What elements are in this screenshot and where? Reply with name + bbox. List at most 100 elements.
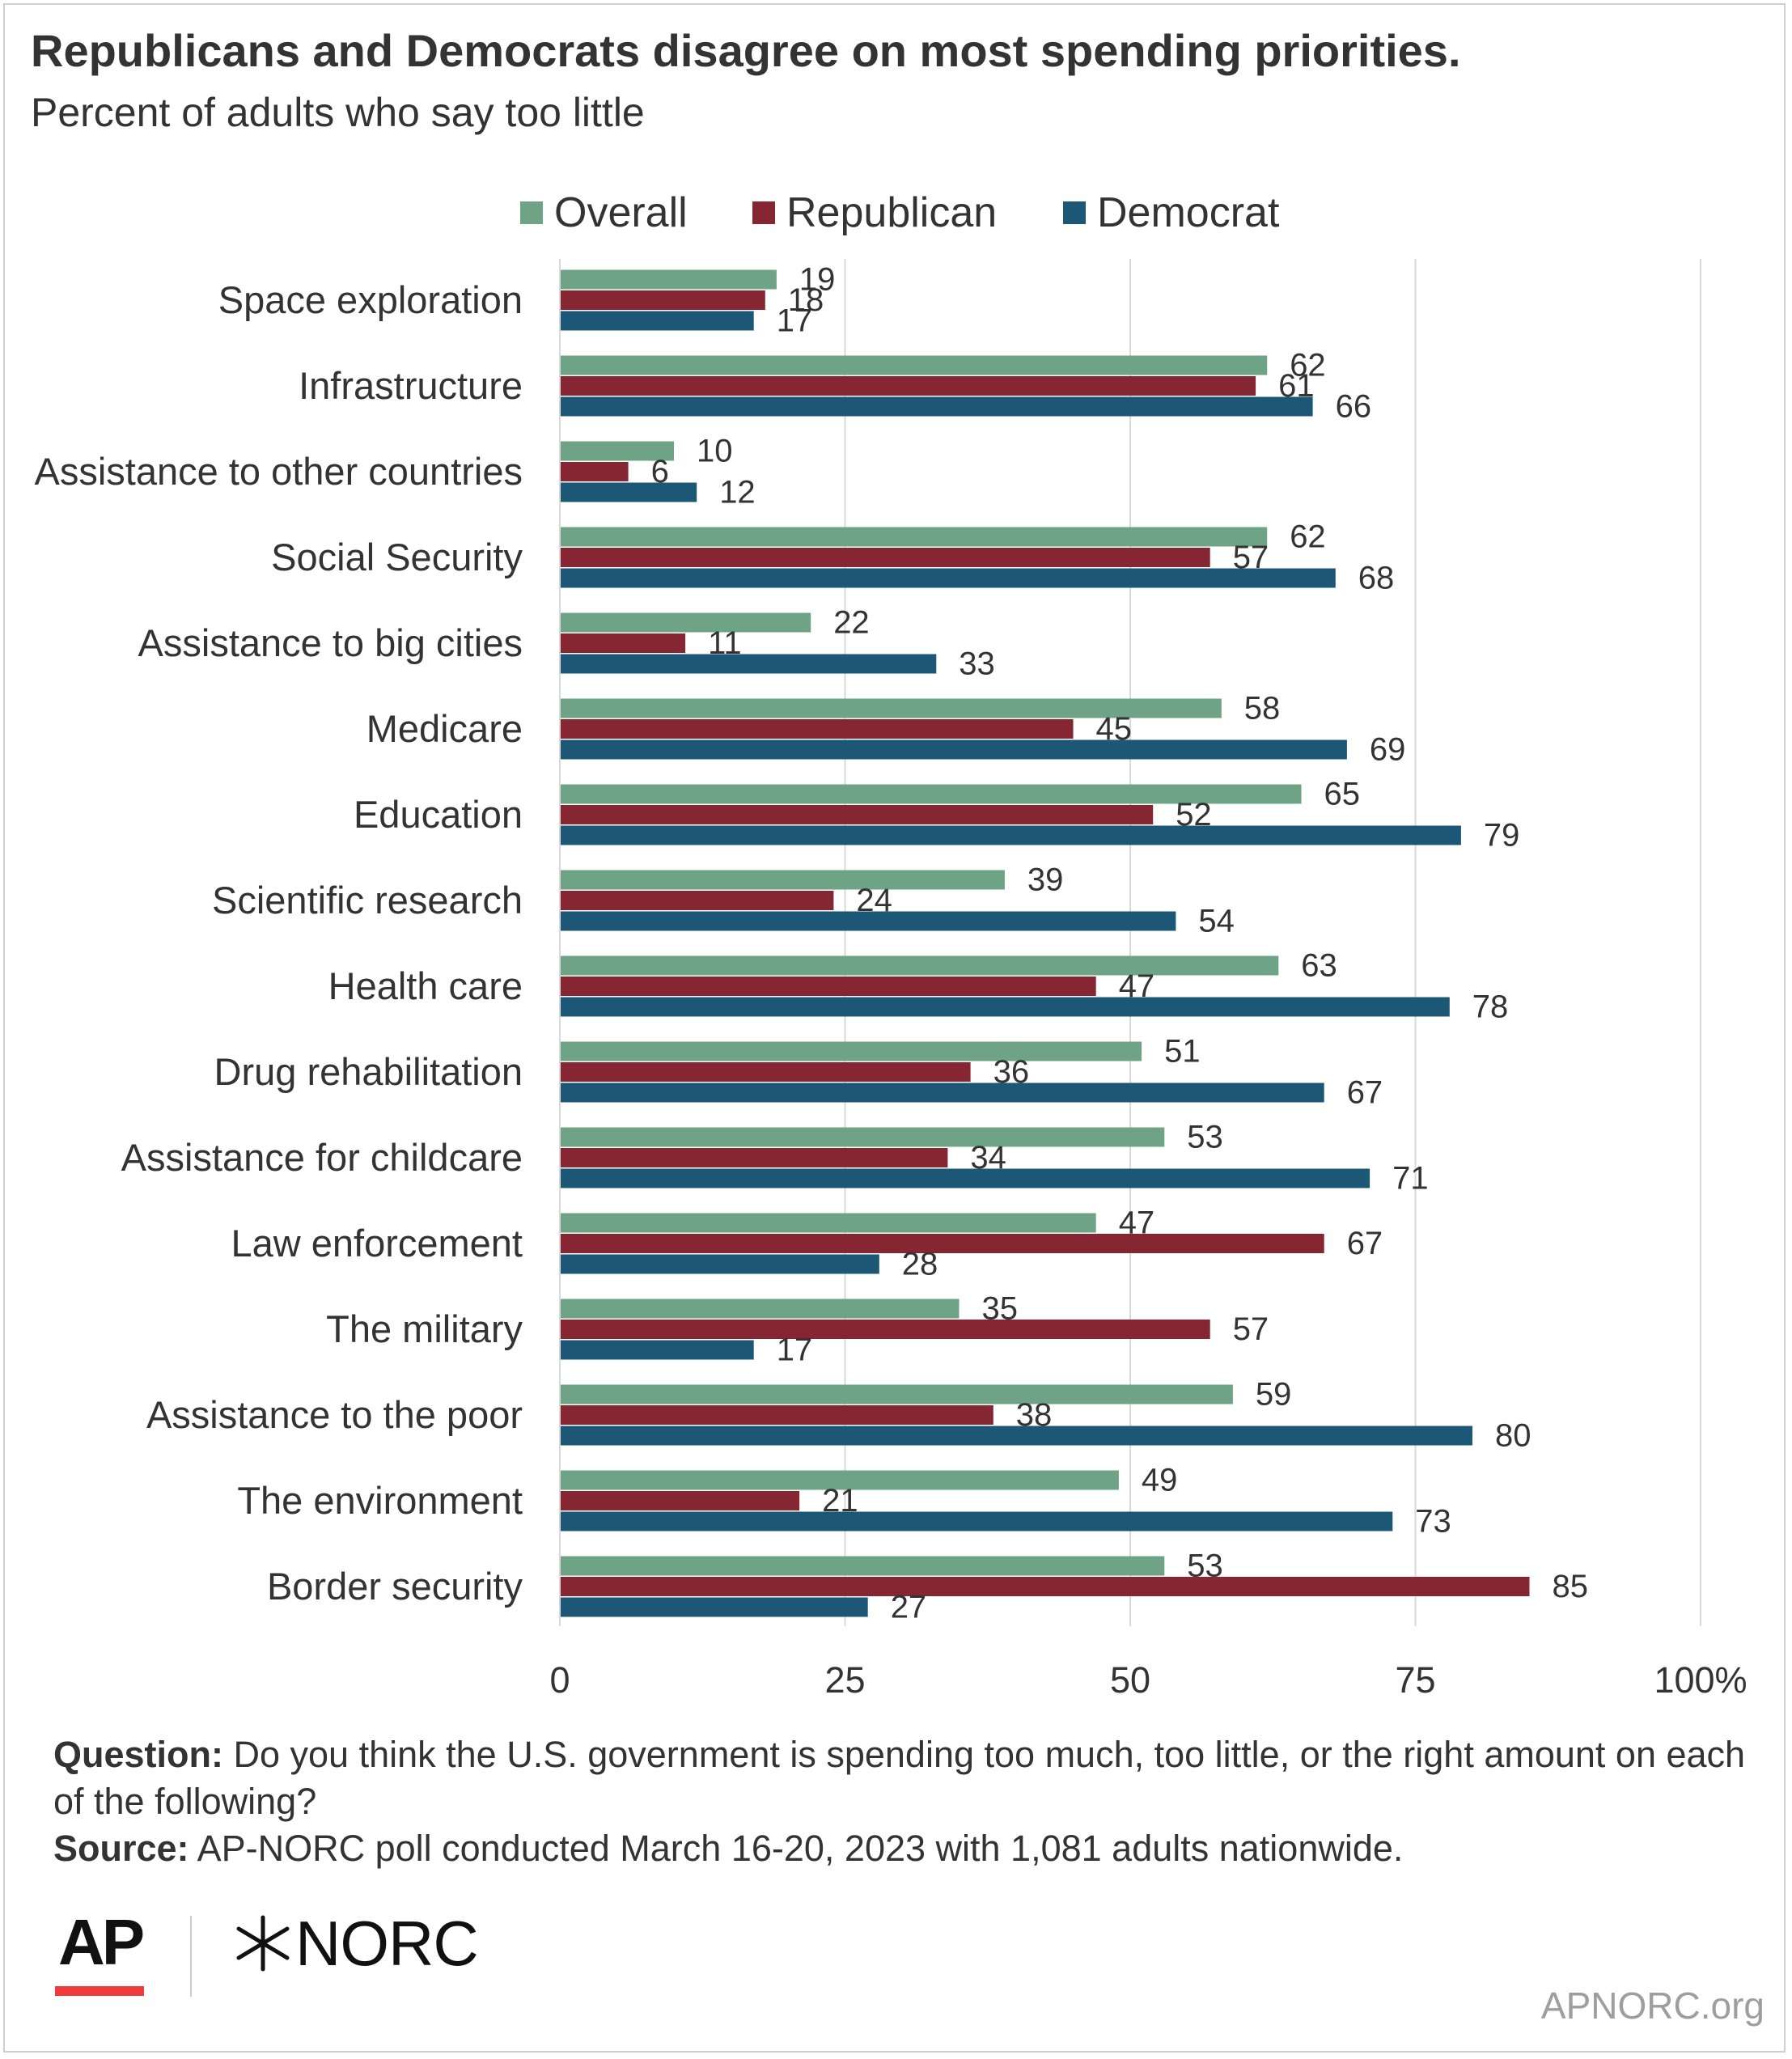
bar [560,269,777,290]
footnote: Question: Do you think the U.S. governme… [53,1731,1752,1872]
source-label: Source: [53,1828,189,1869]
data-label: 79 [1484,818,1520,854]
bar [560,355,1268,375]
x-tick-label: 50 [1110,1659,1150,1701]
data-label: 54 [1198,904,1235,939]
bar [560,739,1347,760]
category-label: Space exploration [218,278,523,321]
bar [560,805,1154,824]
data-label: 39 [1027,862,1064,898]
bar [560,1127,1165,1147]
bar [560,376,1256,396]
data-label: 57 [1233,1311,1269,1347]
logo-divider [190,1916,192,1997]
category-label: Scientific research [212,879,523,921]
bar [560,1234,1324,1253]
bar [560,911,1176,931]
bar [560,1577,1530,1596]
bar [560,548,1210,567]
category-label: Infrastructure [299,364,523,407]
legend-item-democrat: Democrat [1063,184,1279,241]
category-label: Health care [328,964,523,1007]
x-tick-label: 25 [824,1659,865,1701]
x-tick-label: 100% [1654,1659,1747,1701]
bar [560,1213,1096,1233]
legend-item-republican: Republican [752,184,997,241]
bar [560,612,811,633]
bar [560,1168,1370,1188]
bar [560,1384,1233,1404]
data-label: 28 [902,1247,938,1282]
data-label: 58 [1244,691,1281,727]
bar [560,1148,948,1167]
category-label: Assistance to other countries [35,450,523,493]
bar [560,1491,800,1510]
data-label: 65 [1324,777,1361,812]
data-label: 62 [1290,519,1326,555]
norc-logo: NORC [231,1907,479,1980]
legend: Overall Republican Democrat [0,184,1792,241]
data-label: 62 [1290,348,1326,383]
data-label: 85 [1553,1569,1589,1604]
category-label: Medicare [366,707,523,750]
chart-subtitle: Percent of adults who say too little [31,90,645,135]
bar [560,977,1096,996]
bar [560,527,1268,547]
bar [560,1082,1324,1103]
category-label: Drug rehabilitation [214,1050,523,1093]
bar [560,1511,1393,1532]
category-label: Border security [267,1565,523,1608]
data-label: 53 [1187,1120,1223,1155]
bar [560,1405,993,1425]
norc-star-icon [236,1915,290,1972]
data-label: 27 [891,1590,927,1625]
bar [560,1597,868,1617]
bar [560,1426,1472,1446]
data-label: 33 [959,646,995,682]
bar [560,1340,754,1360]
bar [560,1299,960,1319]
x-tick-label: 75 [1395,1659,1435,1701]
bar [560,1041,1142,1061]
data-label: 59 [1256,1377,1292,1413]
category-label: Law enforcement [231,1222,523,1265]
bar [560,1556,1165,1576]
data-label: 78 [1472,989,1509,1025]
category-label: Assistance to big cities [138,621,523,664]
data-label: 68 [1358,561,1395,596]
bar [560,825,1461,845]
category-label: The environment [237,1479,523,1522]
legend-label-republican: Republican [786,189,998,236]
data-label: 12 [719,475,756,511]
bar [560,396,1313,417]
bar [560,719,1074,739]
legend-swatch-democrat [1063,201,1086,224]
chart-frame [3,3,1786,2053]
category-label: The military [326,1307,523,1350]
legend-swatch-republican [752,201,775,224]
source-text: AP-NORC poll conducted March 16-20, 2023… [189,1828,1404,1869]
data-label: 10 [697,434,733,469]
ap-logo: AP [58,1906,145,1978]
data-label: 19 [799,262,836,298]
bar [560,1254,879,1274]
bar [560,870,1005,890]
data-label: 67 [1347,1075,1383,1111]
category-label: Social Security [271,536,523,578]
bar [560,441,674,461]
legend-label-overall: Overall [554,189,688,236]
bar [560,311,754,331]
data-label: 67 [1347,1226,1383,1261]
bar [560,698,1222,718]
data-label: 71 [1392,1161,1429,1197]
ap-logo-underline [55,1986,144,1996]
data-label: 73 [1415,1504,1451,1540]
legend-label-democrat: Democrat [1097,189,1280,236]
chart-title: Republicans and Democrats disagree on mo… [31,25,1461,76]
norc-logo-text: NORC [295,1907,479,1979]
question-text: Do you think the U.S. government is spen… [53,1734,1746,1822]
data-label: 80 [1495,1418,1531,1454]
bar [560,955,1279,976]
bar [560,482,697,502]
